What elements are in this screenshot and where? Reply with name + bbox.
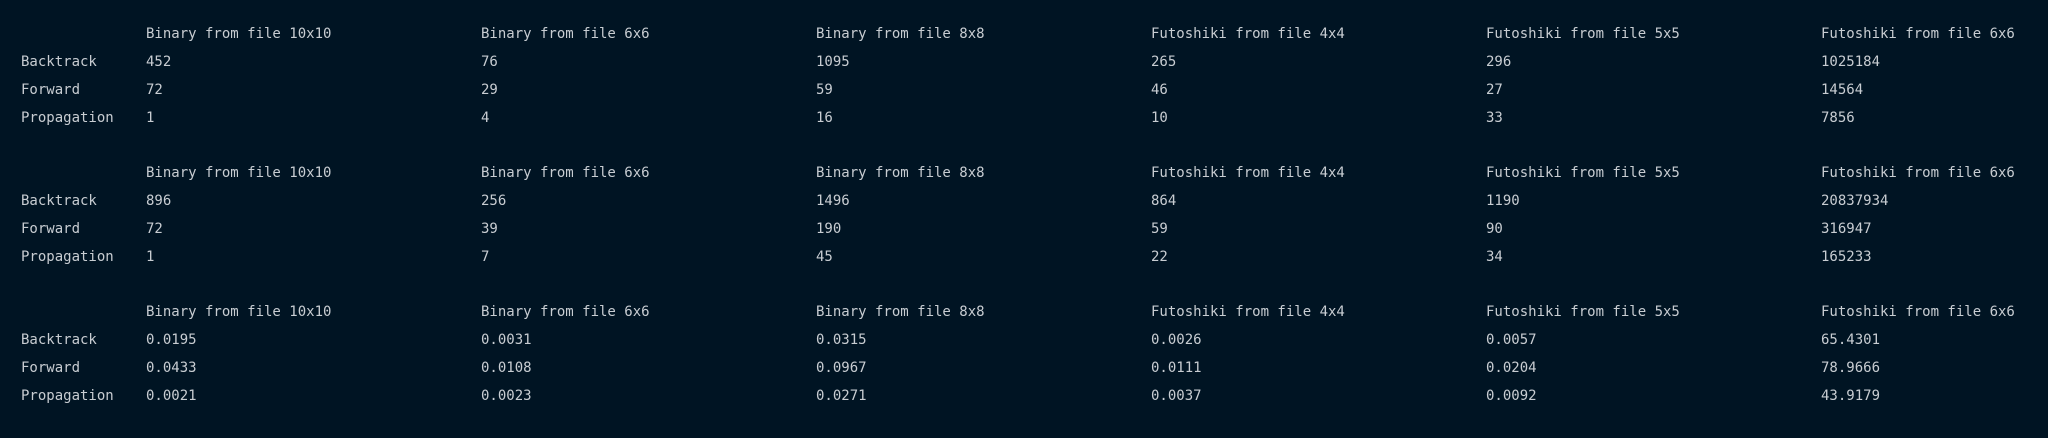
value-cell: 1496 [816, 193, 850, 209]
value-cell: 90 [1486, 221, 1503, 237]
value-cell: 4 [481, 110, 490, 126]
value-cell: 0.0204 [1486, 360, 1537, 376]
results-output: Binary from file 10x10 Binary from file … [21, 20, 2048, 437]
value-cell: 45 [816, 249, 833, 265]
value-cell: 65.4301 [1821, 332, 1881, 348]
value-cell: 7 [481, 249, 490, 265]
value-cell: 864 [1151, 193, 1177, 209]
value-cell: 896 [146, 193, 172, 209]
value-cell: 59 [1151, 221, 1168, 237]
value-cell: 1 [146, 110, 155, 126]
value-cell: 0.0967 [816, 360, 867, 376]
value-cell: 316947 [1821, 221, 1872, 237]
value-cell: 0.0315 [816, 332, 867, 348]
row-label: Propagation [21, 110, 114, 126]
value-cell: 0.0057 [1486, 332, 1537, 348]
value-cell: 0.0271 [816, 388, 867, 404]
value-cell: 76 [481, 54, 498, 70]
row-label: Forward [21, 221, 81, 237]
value-cell: 29 [481, 82, 498, 98]
row-label: Propagation [21, 388, 114, 404]
value-cell: 1 [146, 249, 155, 265]
row-label: Backtrack [21, 332, 97, 348]
value-cell: 43.9179 [1821, 388, 1881, 404]
value-cell: 46 [1151, 82, 1168, 98]
value-cell: 0.0433 [146, 360, 197, 376]
column-header: Futoshiki from file 5x5 [1486, 26, 1680, 42]
value-cell: 165233 [1821, 249, 1872, 265]
column-header: Binary from file 10x10 [146, 165, 332, 181]
column-header: Binary from file 6x6 [481, 26, 650, 42]
results-table: Binary from file 10x10 Binary from file … [21, 298, 2048, 410]
value-cell: 59 [816, 82, 833, 98]
column-header: Binary from file 8x8 [816, 165, 985, 181]
column-header: Futoshiki from file 5x5 [1486, 165, 1680, 181]
value-cell: 20837934 [1821, 193, 1889, 209]
value-cell: 16 [816, 110, 833, 126]
column-header: Futoshiki from file 6x6 [1821, 165, 2015, 181]
column-header: Futoshiki from file 5x5 [1486, 304, 1680, 320]
row-label: Forward [21, 360, 81, 376]
value-cell: 1095 [816, 54, 850, 70]
value-cell: 72 [146, 82, 163, 98]
value-cell: 0.0021 [146, 388, 197, 404]
column-header: Binary from file 8x8 [816, 304, 985, 320]
value-cell: 0.0092 [1486, 388, 1537, 404]
column-header: Binary from file 10x10 [146, 26, 332, 42]
value-cell: 0.0026 [1151, 332, 1202, 348]
row-label: Propagation [21, 249, 114, 265]
value-cell: 1025184 [1821, 54, 1881, 70]
value-cell: 0.0108 [481, 360, 532, 376]
value-cell: 0.0195 [146, 332, 197, 348]
value-cell: 190 [816, 221, 842, 237]
value-cell: 10 [1151, 110, 1168, 126]
value-cell: 0.0023 [481, 388, 532, 404]
column-header: Binary from file 10x10 [146, 304, 332, 320]
value-cell: 7856 [1821, 110, 1855, 126]
column-header: Futoshiki from file 4x4 [1151, 26, 1345, 42]
value-cell: 1190 [1486, 193, 1520, 209]
value-cell: 33 [1486, 110, 1503, 126]
results-table: Binary from file 10x10 Binary from file … [21, 20, 2048, 132]
results-table: Binary from file 10x10 Binary from file … [21, 159, 2048, 271]
column-header: Binary from file 6x6 [481, 165, 650, 181]
row-label: Backtrack [21, 54, 97, 70]
column-header: Futoshiki from file 6x6 [1821, 26, 2015, 42]
value-cell: 265 [1151, 54, 1177, 70]
value-cell: 0.0111 [1151, 360, 1202, 376]
row-label: Backtrack [21, 193, 97, 209]
value-cell: 78.9666 [1821, 360, 1881, 376]
column-header: Binary from file 6x6 [481, 304, 650, 320]
row-label: Forward [21, 82, 81, 98]
column-header: Futoshiki from file 4x4 [1151, 165, 1345, 181]
value-cell: 256 [481, 193, 507, 209]
value-cell: 34 [1486, 249, 1503, 265]
value-cell: 0.0037 [1151, 388, 1202, 404]
value-cell: 296 [1486, 54, 1512, 70]
value-cell: 39 [481, 221, 498, 237]
value-cell: 0.0031 [481, 332, 532, 348]
column-header: Futoshiki from file 4x4 [1151, 304, 1345, 320]
value-cell: 22 [1151, 249, 1168, 265]
value-cell: 14564 [1821, 82, 1864, 98]
value-cell: 72 [146, 221, 163, 237]
column-header: Binary from file 8x8 [816, 26, 985, 42]
column-header: Futoshiki from file 6x6 [1821, 304, 2015, 320]
value-cell: 452 [146, 54, 172, 70]
value-cell: 27 [1486, 82, 1503, 98]
